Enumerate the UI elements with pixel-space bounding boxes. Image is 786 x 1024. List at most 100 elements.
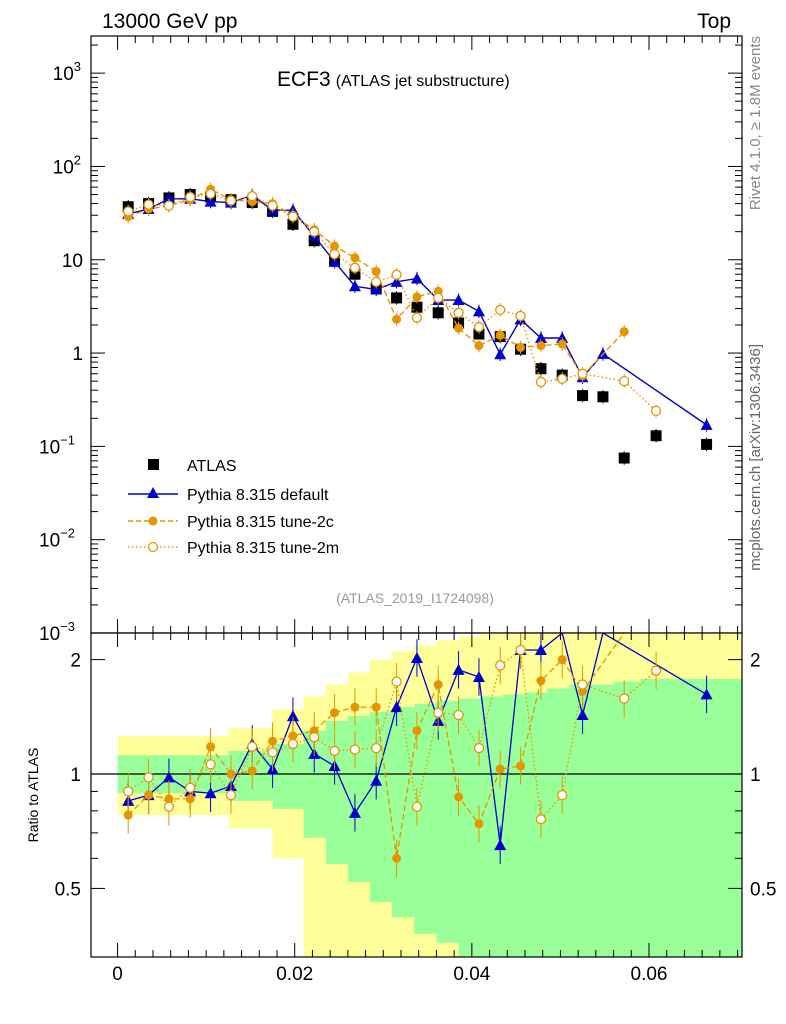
point-atlas	[701, 438, 713, 450]
ratio-point-pythia-8-315-tune-2m	[515, 644, 526, 656]
legend-label-atlas: ATLAS	[187, 458, 237, 475]
ratio-point-pythia-8-315-tune-2m	[163, 801, 175, 812]
ratio-frame	[90, 632, 743, 958]
band-green	[502, 694, 525, 957]
y-tick-exp: −3	[60, 619, 75, 634]
band-green	[392, 707, 415, 918]
point-pythia-8-315-default	[328, 255, 341, 267]
y-tick-exp: 3	[74, 59, 81, 74]
y-tick-base: 10	[39, 624, 60, 645]
band-green	[347, 716, 370, 882]
legend-label-tune2c: Pythia 8.315 tune-2c	[187, 514, 334, 531]
ratio-point-pythia-8-315-tune-2c	[330, 708, 340, 718]
point-pythia-8-315-tune-2m	[650, 405, 662, 417]
point-pythia-8-315-tune-2c	[495, 330, 505, 340]
band-green	[325, 720, 348, 864]
point-atlas	[597, 391, 609, 403]
legend-marker-default	[147, 487, 159, 498]
point-pythia-8-315-tune-2c	[412, 292, 422, 302]
band-green	[370, 711, 393, 903]
ratio-point-pythia-8-315-default	[286, 710, 299, 722]
ratio-point-pythia-8-315-default	[162, 771, 175, 783]
point-pythia-8-315-tune-2m	[123, 206, 134, 217]
ratio-point-pythia-8-315-tune-2m	[371, 742, 382, 754]
point-pythia-8-315-default	[472, 305, 485, 317]
ratio-point-pythia-8-315-tune-2c	[392, 853, 402, 863]
x-tick-label: 0.04	[453, 964, 490, 985]
point-atlas	[618, 452, 630, 464]
y-tick-base: 1	[72, 344, 83, 365]
ratio-point-pythia-8-315-default	[348, 806, 361, 818]
band-green	[569, 684, 614, 957]
ratio-y-tick-label-right: 2	[750, 651, 761, 672]
y-tick-base: 10	[53, 157, 74, 178]
band-green	[640, 678, 742, 957]
ratio-point-pythia-8-315-default	[472, 671, 485, 683]
ratio-point-pythia-8-315-default	[390, 701, 403, 713]
x-tick-label: 0	[112, 964, 123, 985]
ratio-point-pythia-8-315-tune-2c	[454, 792, 464, 802]
point-pythia-8-315-default	[370, 283, 383, 295]
point-pythia-8-315-tune-2m	[433, 292, 444, 304]
ratio-point-pythia-8-315-tune-2m	[453, 709, 464, 721]
ratio-point-pythia-8-315-tune-2c	[226, 769, 236, 779]
header-left: 13000 GeV pp	[102, 10, 237, 33]
ratio-point-pythia-8-315-tune-2m	[433, 707, 444, 718]
y-tick-label: 102	[53, 152, 81, 178]
band-green	[613, 681, 641, 957]
point-pythia-8-315-default	[534, 332, 547, 344]
point-pythia-8-315-tune-2m	[453, 307, 464, 318]
y-tick-exp: −2	[60, 526, 75, 541]
ratio-point-pythia-8-315-tune-2c	[536, 676, 546, 686]
ratio-point-pythia-8-315-tune-2m	[143, 772, 154, 783]
point-atlas	[473, 328, 485, 340]
chart-subtitle: (ATLAS jet substructure)	[336, 73, 510, 90]
ratio-plot: 0 0.02 0.04 0.06 0.5 0.5 1 1 2 2	[55, 632, 776, 985]
point-pythia-8-315-tune-2m	[391, 269, 402, 280]
point-atlas	[535, 363, 547, 375]
chart-title-main: ECF3	[277, 68, 331, 91]
main-data	[122, 182, 713, 465]
chart-title: ECF3 (ATLAS jet substructure)	[277, 68, 510, 91]
x-tick-label: 0.06	[631, 964, 668, 985]
band-green	[458, 698, 481, 957]
ratio-point-pythia-8-315-tune-2c	[412, 726, 422, 736]
ratio-ylabel: Ratio to ATLAS	[25, 748, 41, 843]
ratio-point-pythia-8-315-tune-2m	[205, 759, 216, 770]
ratio-y-tick-label-right: 0.5	[750, 879, 776, 900]
ratio-point-pythia-8-315-tune-2m	[473, 742, 485, 754]
x-tick-label: 0.02	[276, 964, 313, 985]
point-pythia-8-315-tune-2m	[619, 376, 630, 387]
ratio-point-pythia-8-315-tune-2m	[577, 679, 588, 690]
point-pythia-8-315-tune-2c	[619, 327, 629, 337]
band-green	[414, 703, 437, 934]
ratio-point-pythia-8-315-tune-2m	[391, 676, 402, 687]
point-pythia-8-315-tune-2m	[349, 262, 361, 273]
point-pythia-8-315-default	[162, 192, 175, 204]
ratio-point-pythia-8-315-default	[370, 774, 383, 786]
band-green	[436, 700, 459, 943]
band-green	[547, 688, 570, 957]
point-pythia-8-315-tune-2c	[516, 342, 526, 352]
point-pythia-8-315-tune-2c	[474, 341, 484, 351]
ratio-point-pythia-8-315-default	[494, 839, 507, 851]
ratio-point-pythia-8-315-tune-2m	[309, 732, 320, 743]
ratio-point-pythia-8-315-tune-2m	[247, 741, 258, 752]
point-atlas	[287, 218, 299, 230]
legend: ATLAS Pythia 8.315 default Pythia 8.315 …	[128, 458, 339, 557]
ratio-point-pythia-8-315-tune-2m	[329, 745, 340, 757]
point-pythia-8-315-tune-2m	[535, 376, 547, 388]
ratio-point-pythia-8-315-tune-2c	[474, 819, 484, 829]
ratio-point-pythia-8-315-tune-2c	[371, 702, 381, 712]
point-pythia-8-315-default	[452, 294, 465, 306]
point-pythia-8-315-default	[410, 272, 423, 284]
point-pythia-8-315-default	[494, 348, 507, 360]
ratio-point-pythia-8-315-default	[452, 663, 465, 675]
rivet-label: Rivet 4.1.0, ≥ 1.8M events	[747, 36, 764, 210]
ratio-point-pythia-8-315-tune-2m	[123, 786, 134, 797]
analysis-watermark: (ATLAS_2019_I1724098)	[336, 590, 494, 606]
point-pythia-8-315-tune-2m	[225, 195, 237, 206]
ratio-point-pythia-8-315-tune-2m	[287, 738, 299, 750]
ratio-point-pythia-8-315-tune-2m	[225, 789, 237, 801]
point-atlas	[391, 292, 403, 304]
